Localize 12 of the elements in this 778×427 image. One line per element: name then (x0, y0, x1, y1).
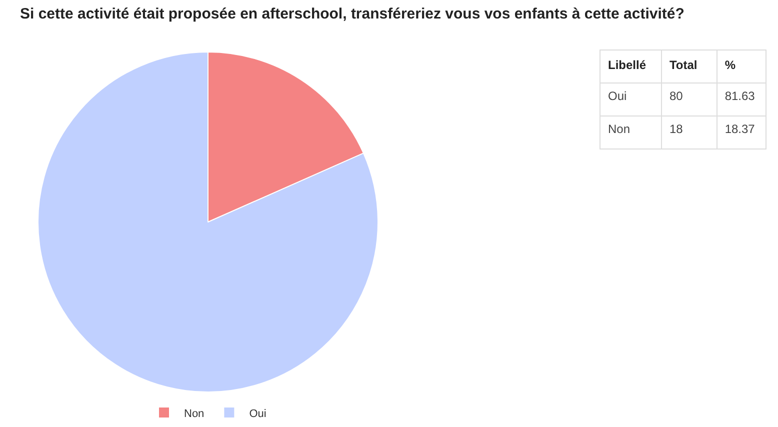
category-label: Oui (608, 89, 627, 103)
data-label: 81.63 (724, 89, 756, 103)
data-label: 18.37 (724, 122, 756, 136)
data-label: 80 (669, 89, 684, 103)
legend-label: Non (184, 408, 204, 420)
chart-title: Si cette activité était proposée en afterschool, transféreriez vous vos enfants à cette activité? (20, 6, 684, 22)
text: Libellé (608, 58, 646, 72)
text: Total (669, 58, 698, 72)
series-label: % (724, 58, 736, 72)
legend-label: Oui (249, 408, 266, 420)
category-label: Non (608, 122, 630, 136)
data-label: 18 (669, 122, 684, 136)
